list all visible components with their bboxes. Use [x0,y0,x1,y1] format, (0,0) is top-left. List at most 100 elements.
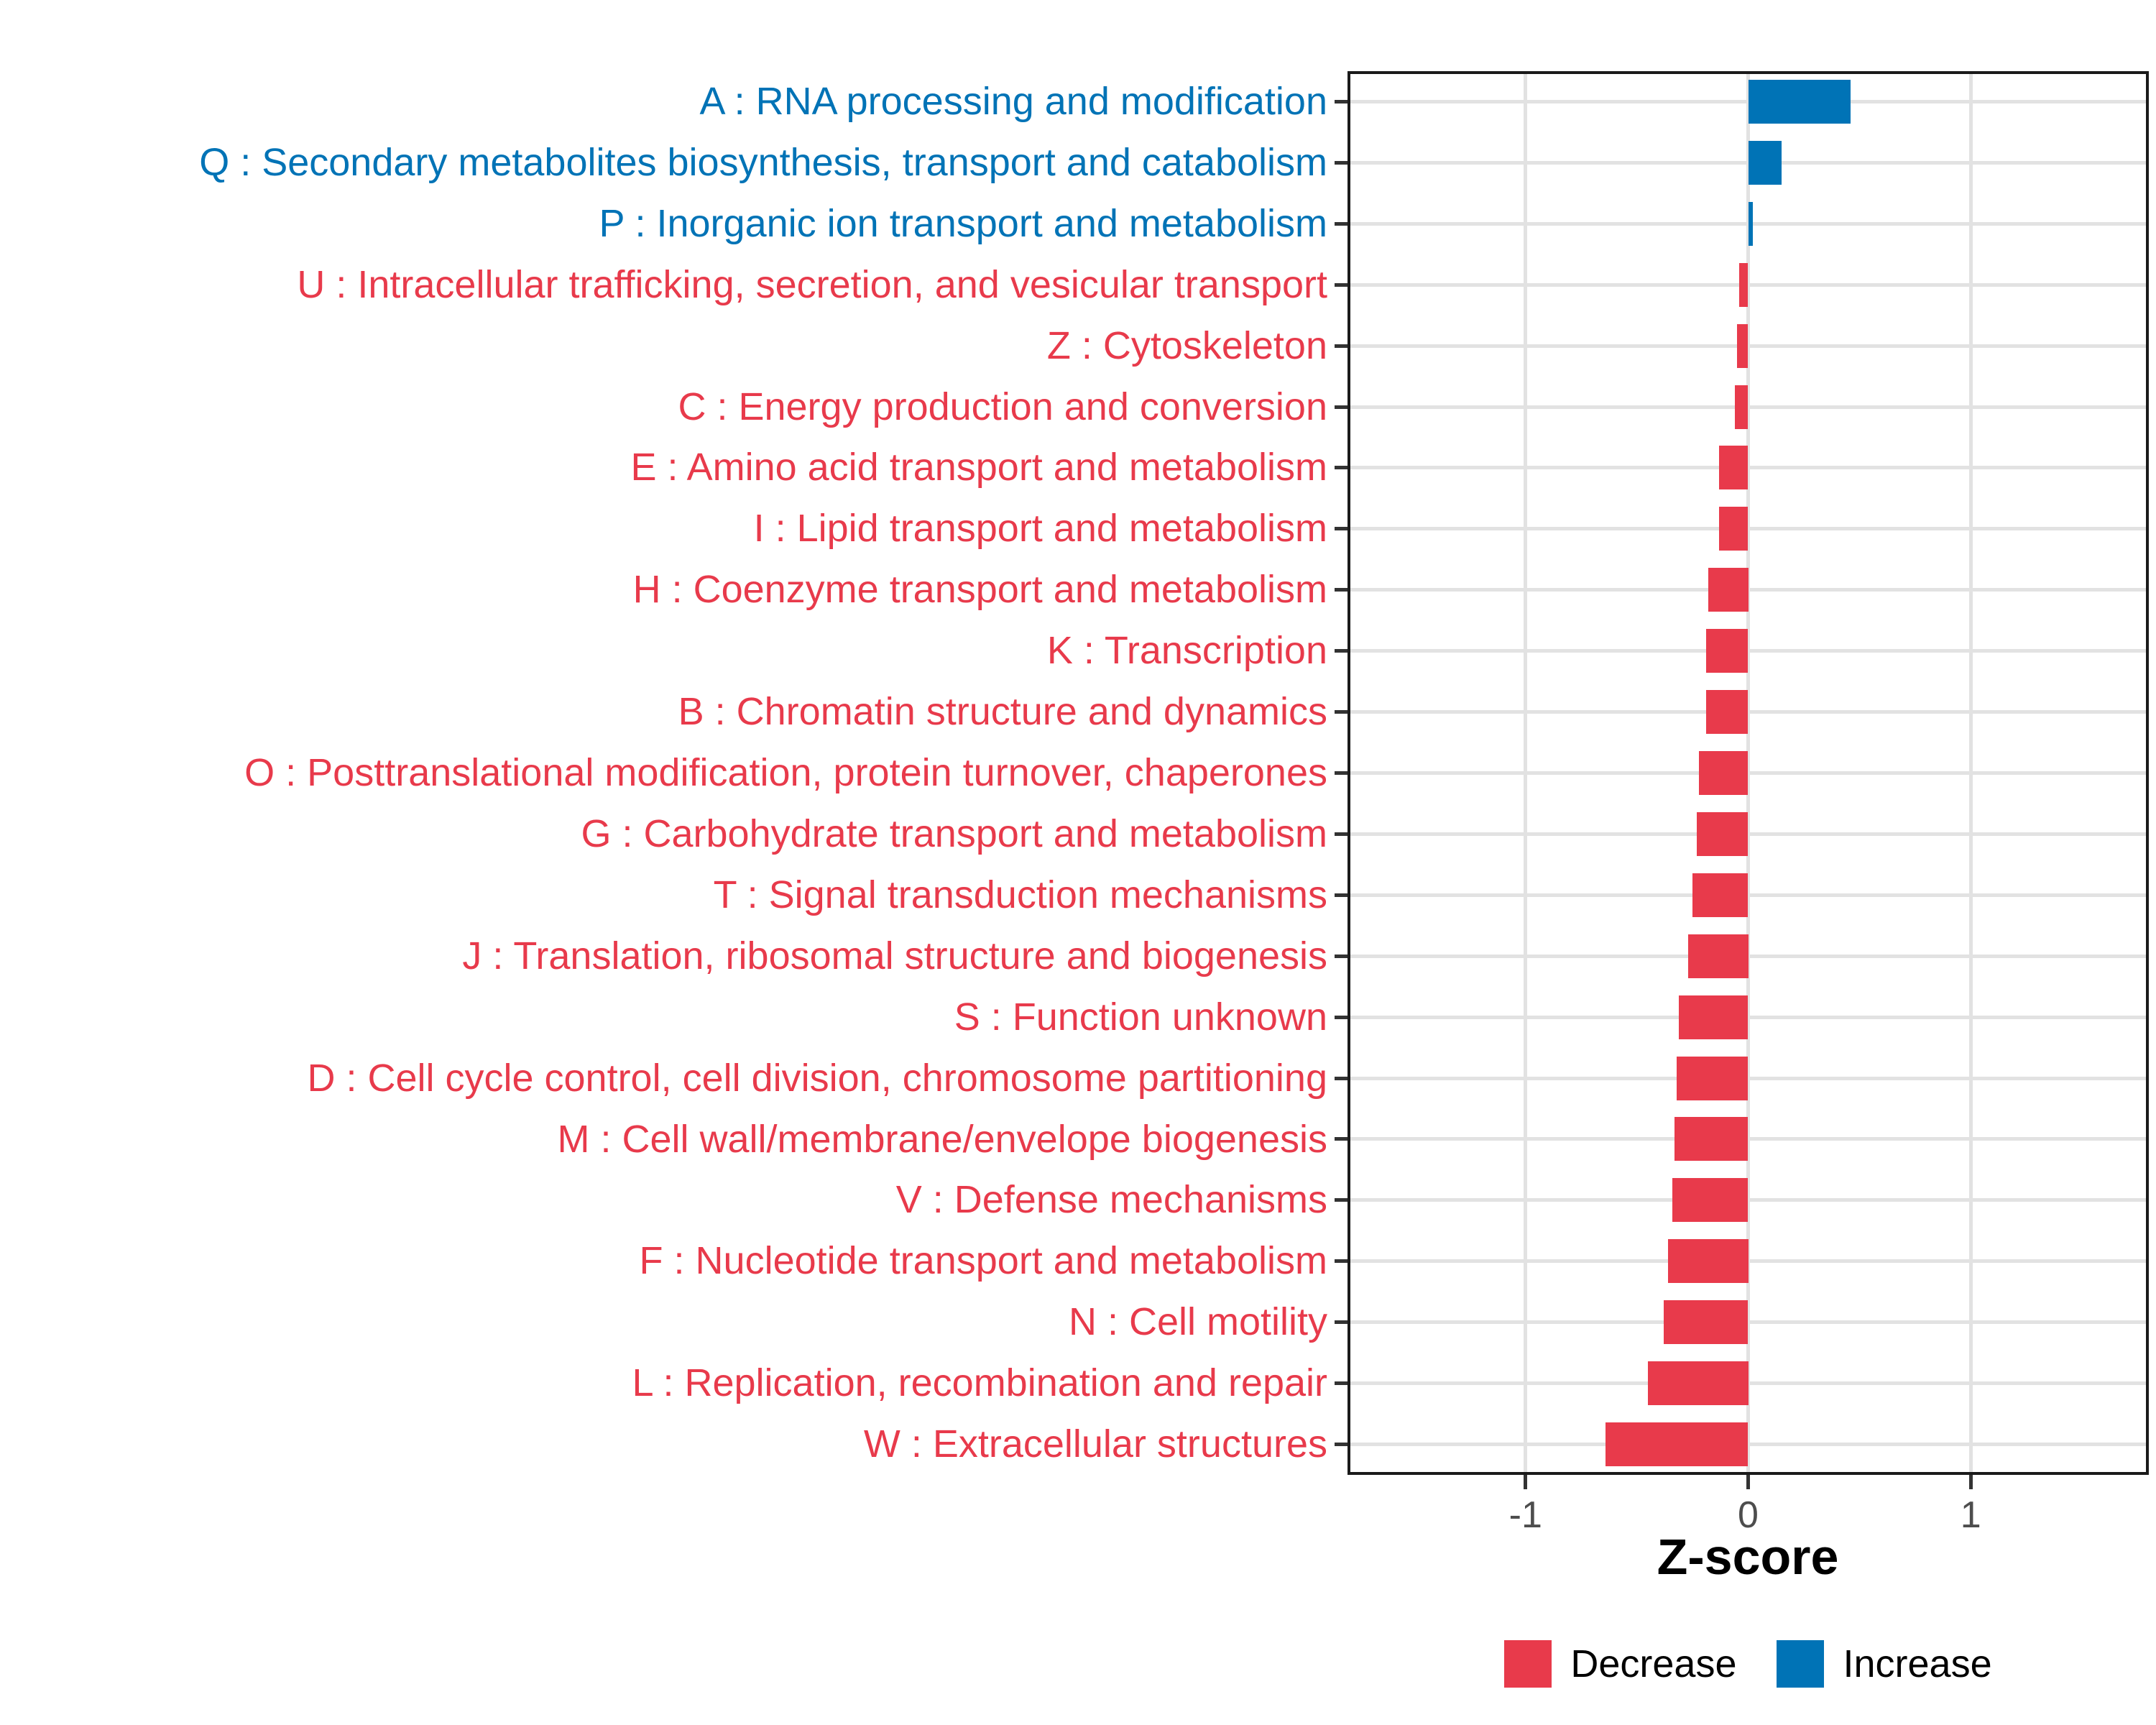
gridline-horizontal [1348,1198,2149,1202]
category-label-I: I : Lipid transport and metabolism [753,507,1327,551]
x-tick-label--1: -1 [1508,1494,1542,1536]
bar-K [1705,629,1749,673]
y-axis-tick [1335,1320,1348,1325]
gridline-horizontal [1348,527,2149,531]
bar-G [1697,811,1749,856]
y-axis-tick [1335,1015,1348,1019]
x-tick-label-0: 0 [1738,1494,1759,1536]
category-label-E: E : Amino acid transport and metabolism [630,446,1327,489]
bar-B [1705,690,1749,735]
gridline-horizontal [1348,588,2149,592]
bar-U [1739,262,1749,307]
gridline-horizontal [1348,832,2149,836]
gridline-horizontal [1348,1076,2149,1080]
bar-L [1648,1361,1749,1406]
y-axis-tick [1335,893,1348,897]
gridline-horizontal [1348,344,2149,348]
category-label-T: T : Signal transduction mechanisms [713,873,1327,916]
category-label-V: V : Defense mechanisms [895,1178,1327,1222]
gridline-horizontal [1348,1015,2149,1019]
legend-label-decrease: Decrease [1570,1642,1737,1685]
gridline-horizontal [1348,893,2149,897]
gridline-horizontal [1348,771,2149,775]
x-axis-title: Z-score [1657,1529,1839,1585]
category-label-F: F : Nucleotide transport and metabolism [639,1239,1327,1283]
y-axis-tick [1335,710,1348,714]
y-axis-tick [1335,1137,1348,1141]
y-axis-tick [1335,282,1348,287]
x-axis-tick [1968,1475,1973,1489]
gridline-horizontal [1348,1381,2149,1386]
bar-T [1692,873,1749,917]
legend-item-increase: Increase [1777,1640,1992,1688]
gridline-horizontal [1348,1320,2149,1325]
category-label-P: P : Inorganic ion transport and metaboli… [599,201,1327,245]
category-label-W: W : Extracellular structures [863,1422,1327,1466]
category-label-C: C : Energy production and conversion [678,385,1327,428]
y-axis-tick [1335,160,1348,165]
bar-C [1734,385,1749,429]
category-label-D: D : Cell cycle control, cell division, c… [307,1056,1327,1100]
category-label-B: B : Chromatin structure and dynamics [678,690,1327,734]
gridline-horizontal [1348,710,2149,714]
category-label-L: L : Replication, recombination and repai… [632,1361,1327,1405]
bar-A [1748,79,1851,124]
bar-D [1677,1056,1749,1100]
y-axis-tick [1335,588,1348,592]
gridline-horizontal [1348,1259,2149,1264]
y-axis-tick [1335,221,1348,226]
bar-E [1719,446,1749,490]
y-axis-tick [1335,1381,1348,1386]
category-label-H: H : Coenzyme transport and metabolism [632,568,1327,612]
y-axis-tick [1335,99,1348,104]
bar-N [1663,1300,1749,1345]
bar-Q [1748,140,1782,185]
y-axis-tick [1335,832,1348,836]
legend-swatch-increase [1777,1640,1825,1688]
x-axis-tick [1524,1475,1528,1489]
category-label-G: G : Carbohydrate transport and metabolis… [581,811,1328,855]
x-tick-label-1: 1 [1960,1494,1981,1536]
category-label-J: J : Translation, ribosomal structure and… [462,934,1327,978]
category-label-N: N : Cell motility [1068,1300,1327,1344]
y-axis-tick [1335,527,1348,531]
y-axis-tick [1335,405,1348,409]
category-label-S: S : Function unknown [954,995,1327,1039]
bar-F [1668,1239,1749,1284]
category-label-K: K : Transcription [1046,629,1327,673]
legend: Decrease Increase [1348,1640,2149,1688]
y-axis-tick [1335,1198,1348,1202]
legend-item-decrease: Decrease [1504,1640,1736,1688]
y-axis-tick [1335,1443,1348,1447]
y-axis-tick [1335,649,1348,653]
y-axis-tick [1335,1259,1348,1264]
category-label-U: U : Intracellular trafficking, secretion… [297,262,1327,306]
bar-S [1679,995,1749,1039]
bar-H [1708,568,1749,612]
category-label-Q: Q : Secondary metabolites biosynthesis, … [199,140,1327,184]
gridline-horizontal [1348,282,2149,287]
x-axis-tick [1746,1475,1750,1489]
category-label-M: M : Cell wall/membrane/envelope biogenes… [557,1117,1327,1161]
gridline-horizontal [1348,466,2149,470]
bar-V [1672,1178,1749,1223]
y-axis-tick [1335,1076,1348,1080]
gridline-horizontal [1348,649,2149,653]
y-axis-tick [1335,771,1348,775]
category-label-Z: Z : Cytoskeleton [1046,323,1327,367]
y-axis-tick [1335,344,1348,348]
bar-J [1687,934,1749,978]
bar-O [1699,751,1749,795]
gridline-horizontal [1348,1137,2149,1141]
gridline-horizontal [1348,405,2149,409]
y-axis-tick [1335,466,1348,470]
category-label-O: O : Posttranslational modification, prot… [244,751,1327,795]
category-label-A: A : RNA processing and modification [699,80,1327,123]
bar-W [1606,1422,1749,1467]
bar-P [1748,201,1753,246]
bar-Z [1737,323,1749,368]
legend-label-increase: Increase [1843,1642,1992,1685]
y-axis-tick [1335,954,1348,958]
legend-swatch-decrease [1504,1640,1552,1688]
